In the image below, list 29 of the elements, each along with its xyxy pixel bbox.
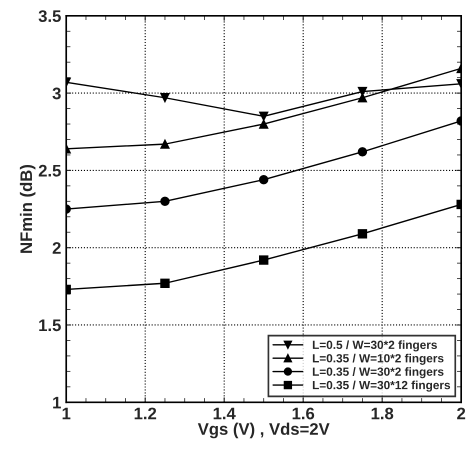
x-tick-label: 1.6	[292, 408, 314, 420]
point	[259, 119, 268, 129]
point	[160, 93, 170, 102]
point	[160, 278, 170, 288]
y-tick-label: 3.5	[38, 10, 61, 22]
y-axis-title: NFmin (dB)	[20, 164, 36, 253]
x-tick-label: 1.4	[214, 408, 236, 420]
point	[358, 147, 368, 157]
point	[259, 255, 268, 265]
x-tick-label: 1.2	[134, 408, 156, 420]
legend-label: L=0.35 / W=10*2 fingers	[312, 354, 444, 365]
legend-label: L=0.35 / W=30*2 fingers	[312, 367, 444, 378]
point	[358, 229, 368, 238]
y-tick-label: 1	[53, 396, 61, 408]
point	[259, 112, 268, 121]
y-tick-label: 2.5	[38, 164, 61, 177]
x-tick-label: 1	[62, 408, 70, 420]
point	[358, 93, 368, 102]
x-tick-label: 2	[457, 408, 466, 420]
legend-label: L=0.35 / W=30*12 fingers	[312, 380, 450, 392]
legend-label: L=0.5 / W=30*2 fingers	[312, 340, 437, 352]
point	[259, 174, 268, 184]
x-axis-title: Vgs (V) , Vds=2V	[198, 422, 330, 438]
x-tick-label: 1.8	[372, 408, 394, 420]
point	[160, 139, 170, 149]
y-tick-label: 3	[52, 88, 61, 100]
y-tick-label: 2	[52, 242, 61, 254]
y-tick-label: 1.5	[39, 320, 61, 332]
point	[160, 196, 170, 206]
